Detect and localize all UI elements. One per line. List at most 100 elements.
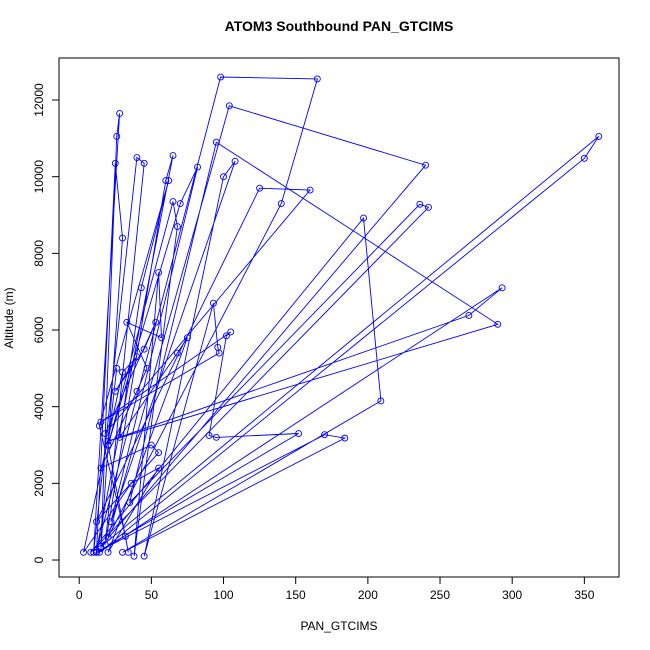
data-point (107, 518, 115, 526)
data-point (256, 184, 264, 192)
data-point (465, 311, 473, 319)
x-tick-label: 200 (358, 588, 378, 602)
data-point (95, 548, 103, 556)
data-point (147, 441, 155, 449)
y-tick-label: 0 (32, 556, 46, 563)
data-point (101, 541, 109, 549)
data-point (169, 152, 177, 160)
data-point (104, 533, 112, 541)
data-point (124, 548, 132, 556)
x-tick-label: 250 (430, 588, 450, 602)
data-point (360, 214, 367, 222)
data-point (93, 548, 100, 556)
data-point (498, 284, 506, 292)
chart-title: ATOM3 Southbound PAN_GTCIMS (225, 18, 454, 34)
y-tick-label: 6000 (32, 316, 46, 343)
data-point (227, 328, 235, 336)
data-point (194, 163, 202, 171)
data-point (126, 499, 134, 506)
data-point (416, 200, 424, 208)
data-point (184, 334, 191, 342)
data-point (140, 552, 148, 560)
data-point (116, 433, 124, 441)
data-point (422, 161, 430, 169)
data-point (231, 157, 239, 165)
data-point (295, 430, 303, 437)
y-tick-label: 4000 (32, 393, 46, 420)
data-point (137, 284, 145, 292)
x-axis-label: PAN_GTCIMS (300, 619, 377, 633)
data-point (313, 75, 321, 83)
data-point (155, 269, 163, 276)
data-point (176, 200, 184, 207)
data-point (133, 154, 141, 161)
data-point (306, 186, 314, 194)
data-point (162, 177, 170, 184)
data-point (119, 368, 126, 376)
data-point (321, 431, 329, 439)
data-point (101, 430, 109, 437)
data-point (113, 364, 121, 372)
data-point (104, 441, 112, 449)
data-point (173, 349, 181, 357)
data-point (155, 464, 163, 472)
data-point (143, 364, 151, 372)
data-point (169, 198, 177, 206)
x-tick-label: 50 (145, 588, 159, 602)
data-point (580, 154, 588, 162)
data-point (152, 318, 160, 326)
data-point (113, 132, 121, 140)
data-point (93, 518, 100, 526)
x-tick-label: 300 (502, 588, 522, 602)
data-point (97, 418, 105, 426)
y-tick-label: 10000 (32, 160, 46, 194)
data-point (212, 138, 220, 146)
data-point (205, 431, 213, 439)
data-point (212, 433, 220, 441)
data-point (111, 387, 119, 395)
data-point (277, 200, 285, 207)
data-point (165, 177, 173, 184)
data-point (425, 203, 432, 211)
data-point (121, 532, 129, 540)
y-tick-label: 8000 (32, 240, 46, 267)
data-point (116, 109, 124, 117)
data-point (377, 397, 385, 405)
x-tick-label: 0 (76, 588, 83, 602)
data-point (173, 223, 181, 230)
data-point (133, 387, 141, 395)
data-point (104, 437, 112, 445)
y-tick-label: 2000 (32, 470, 46, 497)
data-point (595, 132, 603, 140)
data-point (133, 353, 141, 361)
data-point (123, 318, 131, 326)
x-tick-label: 100 (214, 588, 234, 602)
data-point (214, 343, 222, 351)
y-tick-label: 12000 (32, 83, 46, 117)
data-point (341, 434, 349, 442)
x-tick-label: 150 (286, 588, 306, 602)
x-tick-label: 350 (574, 588, 594, 602)
data-point (104, 548, 112, 556)
data-point (155, 449, 163, 457)
data-point (217, 73, 225, 81)
data-point (494, 320, 502, 328)
data-point (209, 299, 217, 307)
data-point (158, 334, 165, 342)
data-point (222, 332, 230, 340)
data-point (95, 422, 103, 430)
y-axis-label: Altitude (m) (2, 287, 16, 348)
data-point (119, 234, 126, 242)
data-point (130, 552, 138, 560)
data-point (140, 159, 148, 167)
data-point (97, 545, 105, 552)
data-point (80, 548, 87, 556)
data-line (83, 76, 600, 557)
data-point (127, 479, 135, 487)
data-point (225, 102, 233, 110)
data-point (140, 345, 148, 353)
data-point (111, 159, 119, 167)
data-point (220, 173, 227, 181)
data-point (97, 464, 105, 472)
